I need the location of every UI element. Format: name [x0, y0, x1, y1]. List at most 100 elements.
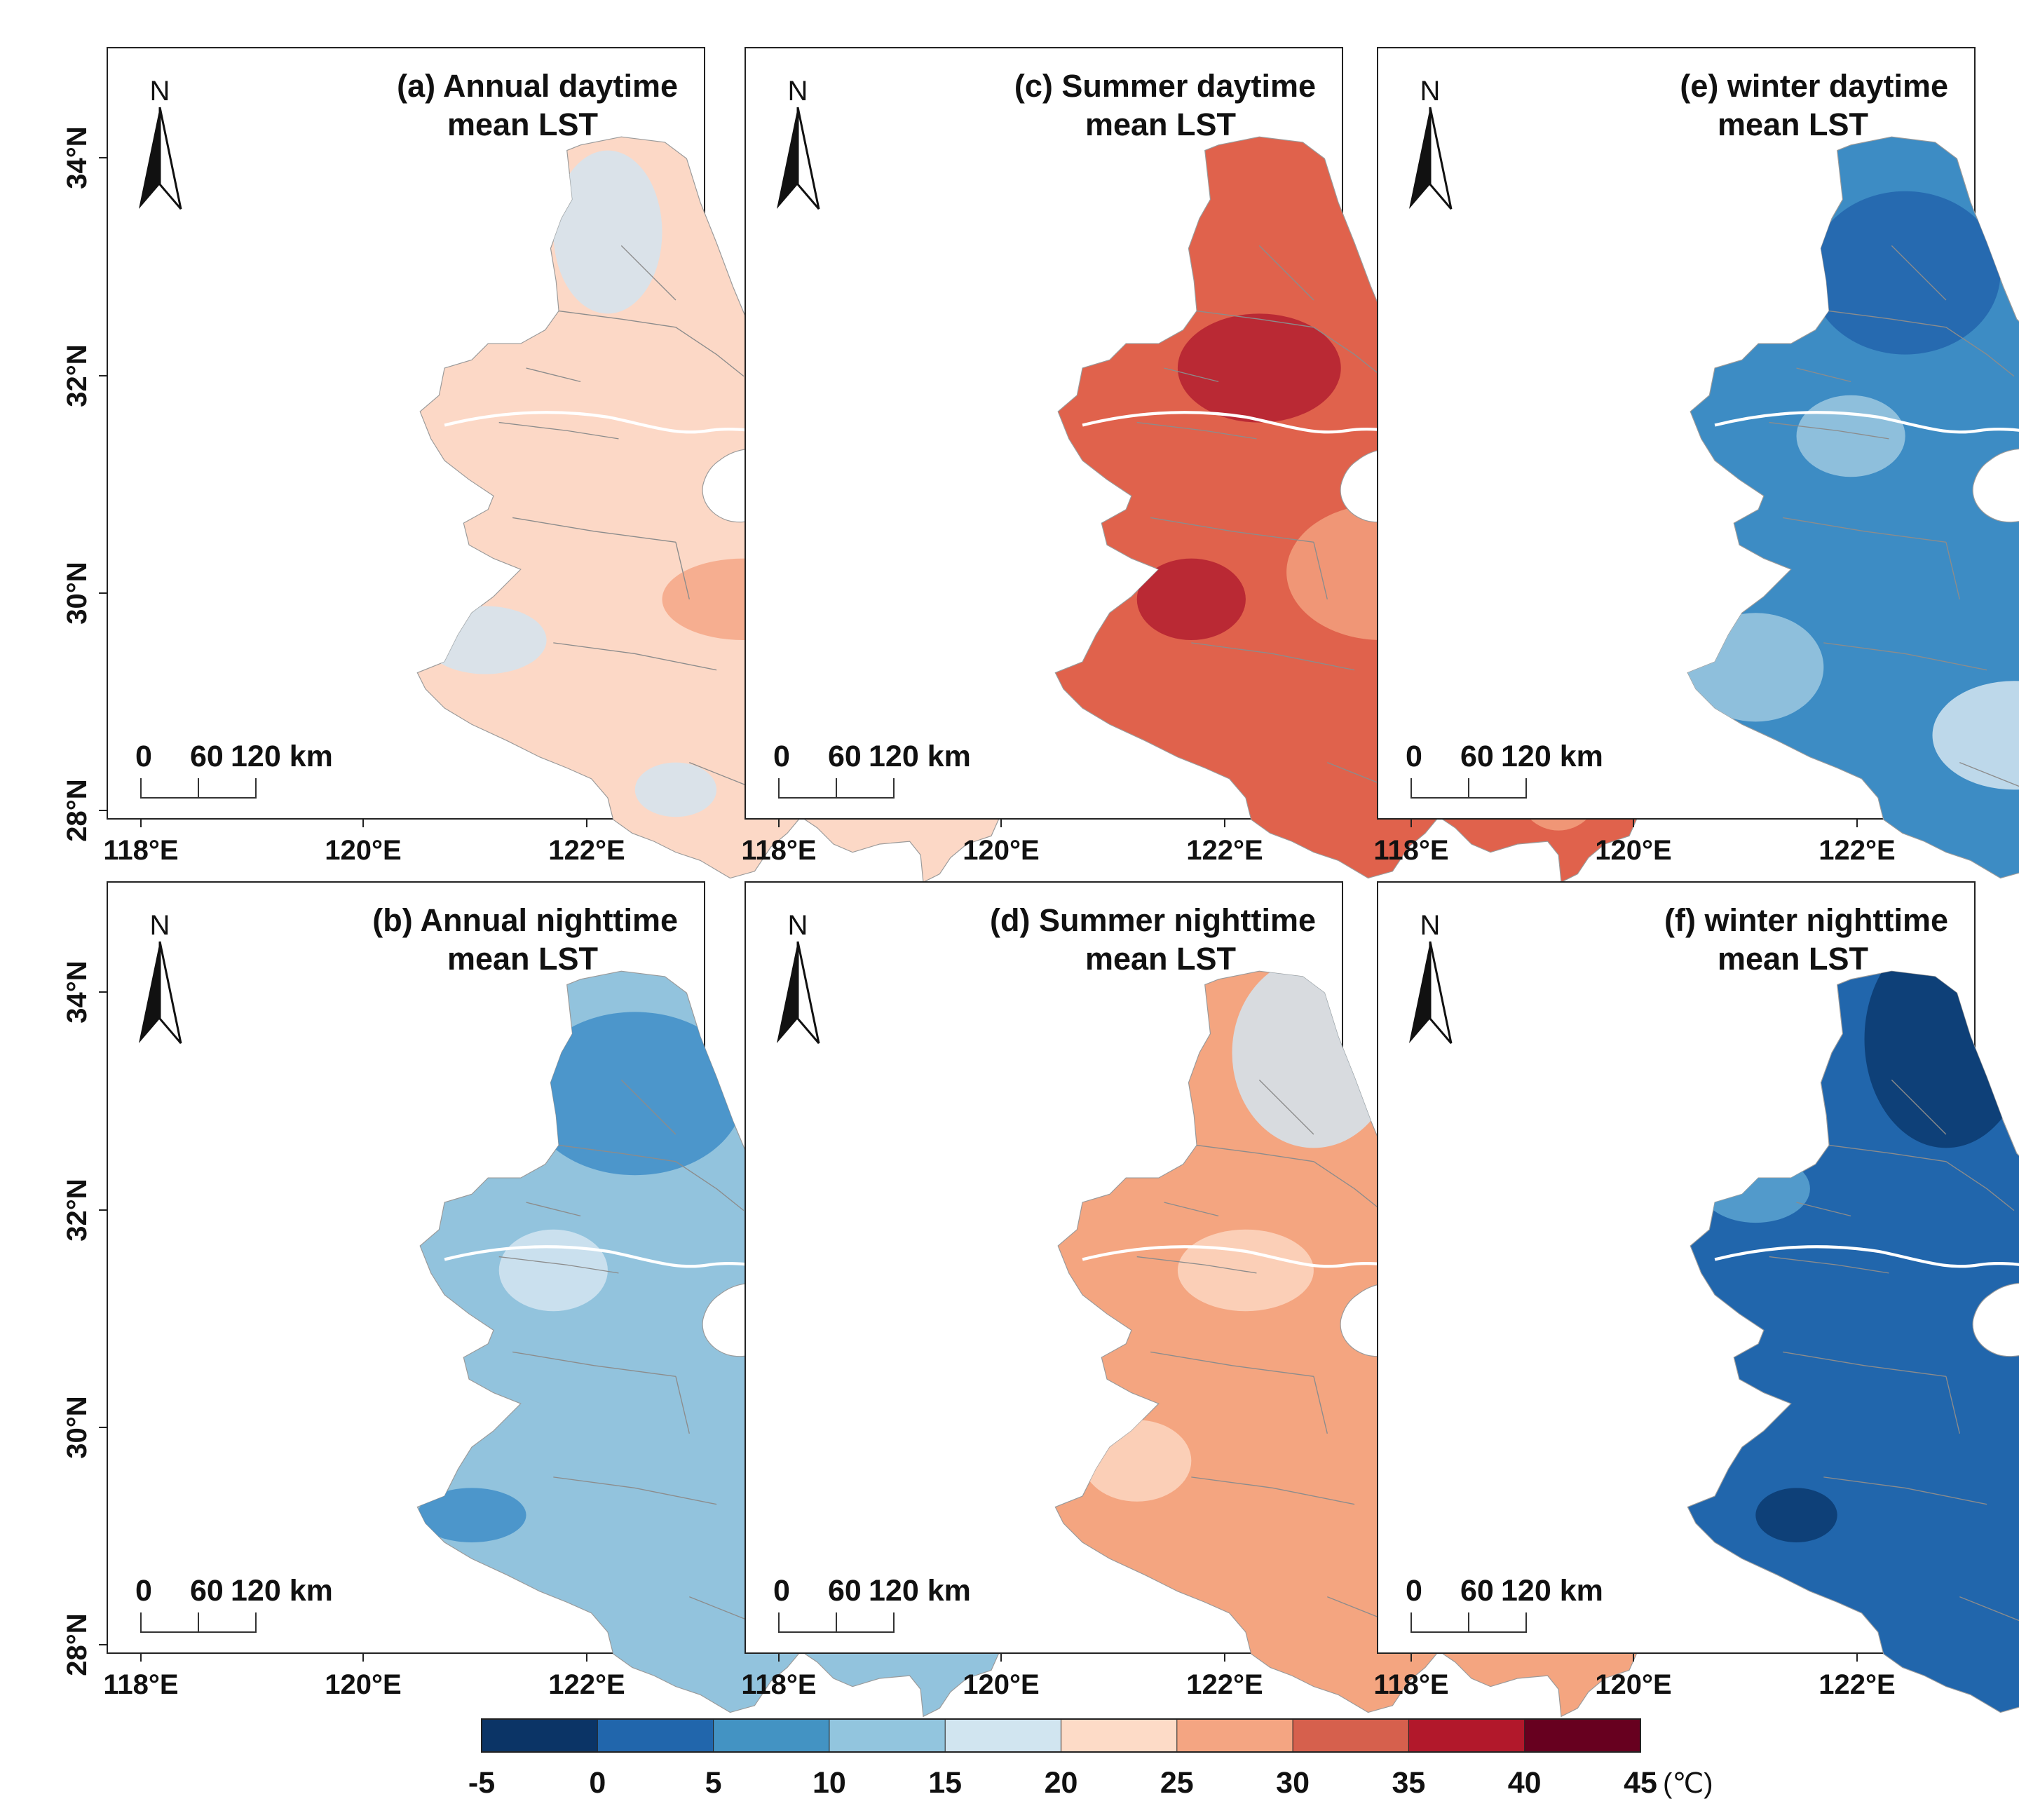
panel-title-line2: mean LST — [447, 107, 598, 142]
region-map — [1687, 136, 2019, 883]
scale-label: 60 — [190, 1574, 224, 1608]
lst-patch — [417, 1488, 526, 1543]
scale-label: 0 — [773, 740, 790, 773]
north-arrow-right — [158, 107, 182, 210]
north-label: N — [150, 76, 170, 107]
scale-bar: 0 60 120 km — [135, 740, 333, 799]
lon-label: 122°E — [548, 835, 625, 866]
north-arrow-right — [158, 941, 182, 1044]
north-arrow-left — [1409, 107, 1430, 209]
colorbar-segment — [597, 1718, 714, 1753]
lat-label: 32°N — [62, 1179, 93, 1241]
north-arrow-left — [139, 107, 160, 209]
lon-label: 122°E — [1819, 1669, 1895, 1700]
lst-patch — [634, 762, 717, 817]
lon-label: 122°E — [1186, 835, 1263, 866]
north-arrow-right — [1429, 107, 1453, 210]
panel-title-line1: (c) Summer daytime — [1014, 68, 1316, 104]
north-label: N — [1420, 910, 1441, 941]
colorbar-tick-label: 30 — [1276, 1766, 1310, 1800]
lst-patch — [1177, 313, 1341, 423]
scale-label: 120 km — [869, 740, 971, 773]
scale-label: 0 — [773, 1574, 790, 1608]
colorbar-segment — [944, 1718, 1062, 1753]
lst-patch — [1932, 681, 2019, 790]
lst-patch — [1809, 191, 2001, 355]
north-arrow-left — [777, 942, 798, 1043]
scale-label: 0 — [135, 740, 152, 773]
colorbar-unit: (℃) — [1663, 1768, 1713, 1799]
lat-label: 34°N — [62, 126, 93, 189]
colorbar-tick-label: 15 — [928, 1766, 962, 1800]
scale-label: 120 km — [231, 740, 333, 773]
colorbar-tick-label: 40 — [1508, 1766, 1542, 1800]
lst-patch — [1796, 395, 1905, 477]
north-arrow-right — [796, 941, 820, 1044]
lat-label: 28°N — [62, 1613, 93, 1676]
scale-label: 60 — [828, 740, 862, 773]
scale-label: 60 — [1460, 1574, 1494, 1608]
scale-label: 120 km — [231, 1574, 333, 1608]
lst-patch — [1136, 558, 1246, 640]
panel-title-line1: (e) winter daytime — [1680, 68, 1948, 104]
scale-bar: 0 60 120 km — [1406, 740, 1603, 799]
scale-label: 0 — [1406, 740, 1422, 773]
north-label: N — [1420, 76, 1441, 107]
lat-label: 32°N — [62, 344, 93, 407]
scale-label: 0 — [1406, 1574, 1422, 1608]
colorbar-segment — [1061, 1718, 1178, 1753]
panel-title-line2: mean LST — [1085, 941, 1236, 977]
scale-bar: 0 60 120 km — [773, 740, 971, 799]
panel-title-line2: mean LST — [447, 941, 598, 977]
north-arrow: N — [1409, 76, 1453, 210]
scale-bar: 0 60 120 km — [135, 1574, 333, 1633]
lon-label: 118°E — [1373, 1669, 1448, 1700]
lon-label: 118°E — [103, 1669, 178, 1700]
lon-label: 120°E — [325, 1669, 401, 1700]
north-arrow-left — [139, 942, 160, 1043]
scale-bar-line — [778, 778, 895, 799]
panel-title-line1: (a) Annual daytime — [397, 68, 678, 104]
panel-title-line2: mean LST — [1085, 107, 1236, 142]
north-arrow: N — [139, 76, 182, 210]
colorbar-tick-label: 0 — [589, 1766, 606, 1800]
panel-title-line1: (b) Annual nighttime — [372, 902, 678, 938]
lst-patch — [553, 150, 662, 314]
lon-label: 120°E — [963, 1669, 1039, 1700]
scale-bar-line — [1410, 778, 1527, 799]
scale-bar: 0 60 120 km — [773, 1574, 971, 1633]
panel-title-line2: mean LST — [1718, 107, 1868, 142]
colorbar-segment — [1524, 1718, 1641, 1753]
lst-patch — [498, 1229, 608, 1312]
scale-label: 0 — [135, 1574, 152, 1608]
lst-patch — [1177, 1229, 1314, 1312]
north-arrow-right — [1429, 941, 1453, 1044]
colorbar-tick-label: -5 — [468, 1766, 495, 1800]
scale-label: 60 — [1460, 740, 1494, 773]
north-arrow-left — [777, 107, 798, 209]
scale-bar-line — [140, 778, 257, 799]
north-arrow: N — [139, 910, 182, 1044]
north-arrow: N — [777, 910, 820, 1044]
colorbar-segment — [1176, 1718, 1294, 1753]
colorbar-tick-label: 35 — [1392, 1766, 1425, 1800]
scale-label: 120 km — [1501, 740, 1603, 773]
lat-label: 30°N — [62, 1396, 93, 1458]
lat-label: 30°N — [62, 562, 93, 624]
panel-title-line1: (d) Summer nighttime — [990, 902, 1316, 938]
colorbar-segment — [1408, 1718, 1525, 1753]
lon-label: 120°E — [1595, 1669, 1671, 1700]
colorbar-segment — [481, 1718, 599, 1753]
north-arrow-left — [1409, 942, 1430, 1043]
lon-label: 118°E — [741, 1669, 816, 1700]
lst-patch — [1232, 971, 1396, 1148]
colorbar-tick-label: 5 — [705, 1766, 722, 1800]
scale-bar-line — [140, 1612, 257, 1633]
scale-label: 120 km — [1501, 1574, 1603, 1608]
lon-label: 118°E — [741, 835, 816, 866]
lon-label: 118°E — [1373, 835, 1448, 866]
